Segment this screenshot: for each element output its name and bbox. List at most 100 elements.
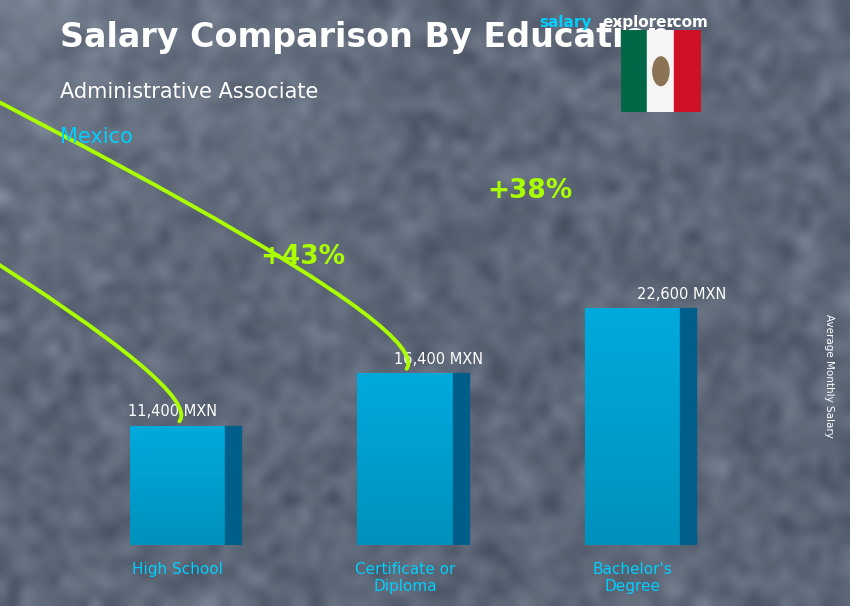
Polygon shape — [357, 418, 453, 421]
Polygon shape — [130, 450, 225, 452]
Polygon shape — [357, 373, 453, 376]
Polygon shape — [585, 441, 680, 445]
Polygon shape — [585, 498, 680, 502]
Polygon shape — [130, 510, 225, 512]
Polygon shape — [585, 507, 680, 512]
Polygon shape — [585, 365, 680, 370]
Polygon shape — [585, 422, 680, 427]
Polygon shape — [585, 417, 680, 422]
Polygon shape — [357, 387, 453, 390]
Polygon shape — [130, 526, 225, 528]
Polygon shape — [585, 493, 680, 498]
Polygon shape — [130, 538, 225, 541]
Polygon shape — [585, 336, 680, 341]
Polygon shape — [130, 425, 225, 428]
Polygon shape — [585, 360, 680, 365]
Polygon shape — [585, 479, 680, 484]
Polygon shape — [453, 373, 469, 545]
Polygon shape — [585, 527, 680, 531]
Polygon shape — [585, 455, 680, 460]
Polygon shape — [130, 430, 225, 433]
Polygon shape — [357, 494, 453, 497]
Polygon shape — [585, 318, 680, 322]
Polygon shape — [585, 351, 680, 356]
Polygon shape — [585, 541, 680, 545]
Polygon shape — [585, 356, 680, 360]
Polygon shape — [585, 331, 680, 336]
Polygon shape — [130, 543, 225, 545]
Polygon shape — [585, 341, 680, 346]
Polygon shape — [130, 462, 225, 464]
Polygon shape — [357, 480, 453, 484]
Polygon shape — [130, 524, 225, 526]
Polygon shape — [585, 313, 680, 318]
Polygon shape — [357, 535, 453, 539]
Polygon shape — [357, 421, 453, 425]
Polygon shape — [357, 376, 453, 380]
Polygon shape — [585, 384, 680, 388]
Polygon shape — [585, 522, 680, 527]
Polygon shape — [357, 539, 453, 542]
Text: Salary Comparison By Education: Salary Comparison By Education — [60, 21, 670, 54]
Polygon shape — [585, 413, 680, 417]
Polygon shape — [357, 504, 453, 507]
Polygon shape — [357, 484, 453, 487]
Polygon shape — [130, 478, 225, 481]
Polygon shape — [130, 445, 225, 447]
Polygon shape — [130, 447, 225, 450]
Polygon shape — [585, 308, 680, 313]
Bar — [674, 30, 701, 112]
Polygon shape — [130, 507, 225, 510]
Polygon shape — [357, 408, 453, 411]
Polygon shape — [130, 442, 225, 445]
Polygon shape — [130, 440, 225, 442]
Polygon shape — [357, 531, 453, 535]
Polygon shape — [130, 433, 225, 435]
Ellipse shape — [653, 57, 669, 85]
Polygon shape — [130, 528, 225, 531]
Text: salary: salary — [540, 15, 592, 30]
Polygon shape — [130, 476, 225, 478]
Polygon shape — [585, 484, 680, 488]
Polygon shape — [357, 452, 453, 456]
Polygon shape — [357, 490, 453, 494]
Polygon shape — [130, 488, 225, 490]
Polygon shape — [585, 470, 680, 474]
Polygon shape — [130, 514, 225, 517]
Text: 11,400 MXN: 11,400 MXN — [128, 404, 217, 419]
Text: 22,600 MXN: 22,600 MXN — [637, 287, 727, 302]
Polygon shape — [585, 512, 680, 517]
Polygon shape — [585, 408, 680, 413]
Polygon shape — [357, 411, 453, 415]
Polygon shape — [357, 470, 453, 473]
Polygon shape — [357, 415, 453, 418]
Polygon shape — [130, 485, 225, 488]
Polygon shape — [130, 435, 225, 438]
Polygon shape — [130, 483, 225, 485]
Polygon shape — [357, 404, 453, 408]
Polygon shape — [357, 428, 453, 431]
Polygon shape — [130, 541, 225, 543]
Polygon shape — [357, 507, 453, 511]
Polygon shape — [585, 427, 680, 431]
Polygon shape — [130, 467, 225, 469]
Polygon shape — [130, 500, 225, 502]
Text: Average Monthly Salary: Average Monthly Salary — [824, 314, 834, 438]
Polygon shape — [585, 379, 680, 384]
Polygon shape — [585, 327, 680, 331]
Polygon shape — [357, 476, 453, 480]
Polygon shape — [130, 519, 225, 521]
Polygon shape — [130, 521, 225, 524]
Polygon shape — [130, 536, 225, 538]
Polygon shape — [357, 435, 453, 439]
Polygon shape — [357, 442, 453, 445]
Polygon shape — [130, 498, 225, 500]
Polygon shape — [357, 431, 453, 435]
Bar — [648, 30, 674, 112]
Text: Administrative Associate: Administrative Associate — [60, 82, 318, 102]
Polygon shape — [585, 536, 680, 541]
Text: 16,400 MXN: 16,400 MXN — [394, 352, 483, 367]
Polygon shape — [585, 488, 680, 493]
Polygon shape — [585, 431, 680, 436]
Polygon shape — [357, 542, 453, 545]
